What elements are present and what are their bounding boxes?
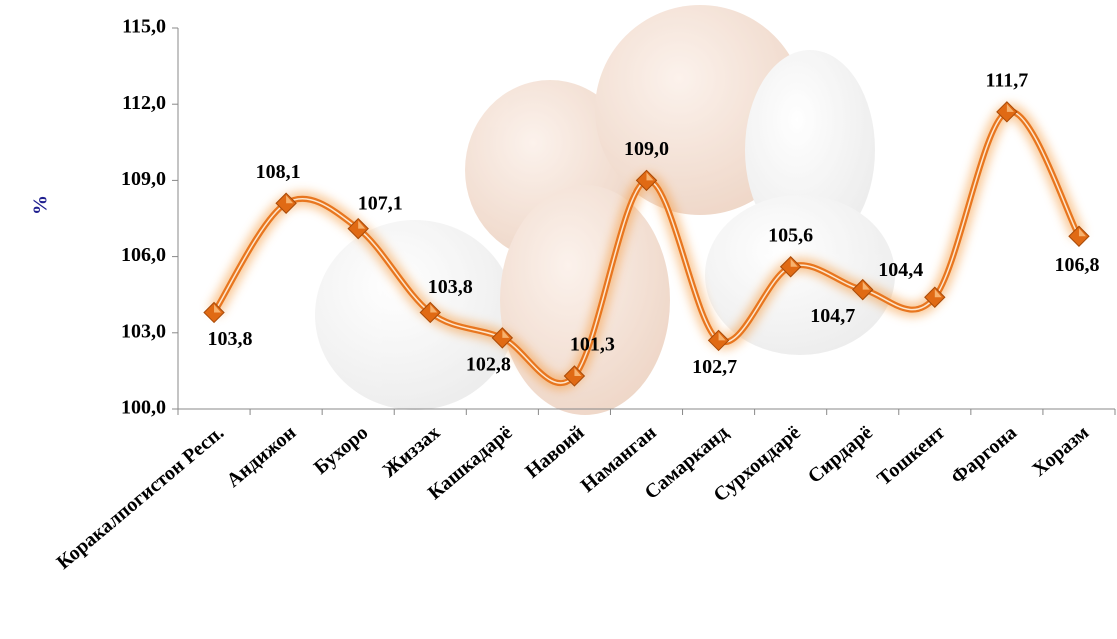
y-tick-label: 112,0 bbox=[122, 92, 166, 114]
y-tick-label: 109,0 bbox=[121, 168, 166, 190]
marker-shine bbox=[358, 220, 366, 229]
marker bbox=[491, 327, 514, 349]
x-tick-label: Фаргона bbox=[947, 421, 1021, 488]
marker bbox=[563, 365, 586, 387]
line-highlight bbox=[213, 110, 1080, 384]
data-label: 107,1 bbox=[358, 192, 403, 214]
data-label: 104,4 bbox=[878, 259, 923, 281]
x-tick-label: Коракалпогистон Респ. bbox=[53, 421, 229, 573]
x-tick-label: Навоий bbox=[521, 421, 588, 482]
y-tick-label: 103,0 bbox=[121, 320, 166, 342]
x-tick-label: Тошкент bbox=[873, 421, 949, 490]
marker-shine bbox=[790, 258, 798, 267]
marker-shine bbox=[1078, 228, 1086, 237]
marker bbox=[347, 217, 369, 240]
y-tick-label: 100,0 bbox=[121, 397, 166, 419]
marker-shine bbox=[1006, 103, 1014, 112]
marker bbox=[1068, 225, 1090, 247]
marker bbox=[996, 101, 1018, 123]
data-label: 102,7 bbox=[692, 356, 737, 378]
data-label: 104,7 bbox=[810, 305, 855, 327]
marker-shine bbox=[430, 304, 438, 313]
marker-shine bbox=[934, 289, 942, 298]
data-label: 101,3 bbox=[570, 334, 615, 356]
marker bbox=[203, 301, 225, 324]
data-label: 103,8 bbox=[428, 276, 473, 298]
data-label: 102,8 bbox=[466, 353, 511, 375]
y-tick-label: 115,0 bbox=[122, 16, 166, 38]
data-label: 109,0 bbox=[624, 138, 669, 160]
x-tick-label: Жиззах bbox=[378, 421, 444, 481]
marker-shine bbox=[862, 281, 870, 290]
y-tick-label: 106,0 bbox=[121, 244, 166, 266]
marker-shine bbox=[574, 367, 582, 376]
data-label: 103,8 bbox=[208, 328, 253, 350]
data-label: 108,1 bbox=[256, 161, 301, 183]
marker-shine bbox=[718, 332, 726, 341]
x-tick-label: Сирдарё bbox=[804, 421, 877, 487]
data-label: 105,6 bbox=[768, 224, 813, 246]
marker-shine bbox=[214, 304, 222, 313]
marker bbox=[419, 301, 441, 324]
y-axis-label: % bbox=[30, 195, 52, 215]
x-tick-label: Андижон bbox=[222, 421, 300, 491]
data-label: 111,7 bbox=[985, 69, 1028, 91]
x-tick-label: Хоразм bbox=[1028, 421, 1093, 480]
marker-shine bbox=[286, 195, 294, 204]
data-label: 106,8 bbox=[1054, 254, 1099, 276]
marker-shine bbox=[646, 172, 654, 181]
x-tick-label: Бухоро bbox=[310, 421, 372, 478]
marker bbox=[275, 192, 297, 214]
background-eggs bbox=[315, 5, 895, 415]
marker-shine bbox=[502, 329, 510, 338]
